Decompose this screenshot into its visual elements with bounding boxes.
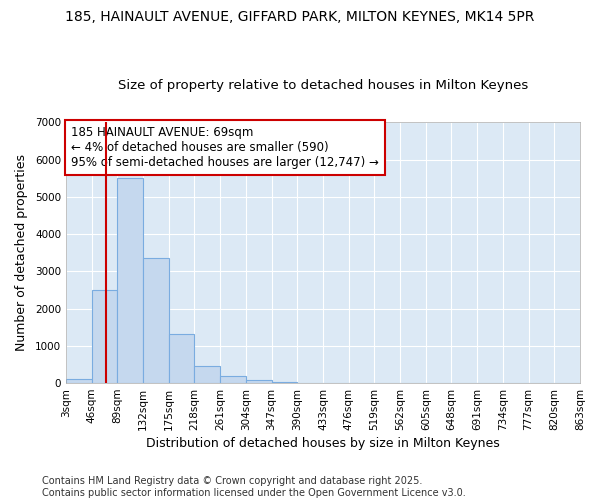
X-axis label: Distribution of detached houses by size in Milton Keynes: Distribution of detached houses by size … [146,437,500,450]
Bar [118,178,143,383]
Bar [169,334,194,383]
Bar [92,290,118,383]
Text: Contains HM Land Registry data © Crown copyright and database right 2025.
Contai: Contains HM Land Registry data © Crown c… [42,476,466,498]
Bar [66,380,92,383]
Bar [220,376,246,383]
Y-axis label: Number of detached properties: Number of detached properties [15,154,28,351]
Bar [194,366,220,383]
Bar [246,380,272,383]
Bar [272,382,297,383]
Bar [143,258,169,383]
Text: 185, HAINAULT AVENUE, GIFFARD PARK, MILTON KEYNES, MK14 5PR: 185, HAINAULT AVENUE, GIFFARD PARK, MILT… [65,10,535,24]
Title: Size of property relative to detached houses in Milton Keynes: Size of property relative to detached ho… [118,79,528,92]
Text: 185 HAINAULT AVENUE: 69sqm
← 4% of detached houses are smaller (590)
95% of semi: 185 HAINAULT AVENUE: 69sqm ← 4% of detac… [71,126,379,169]
